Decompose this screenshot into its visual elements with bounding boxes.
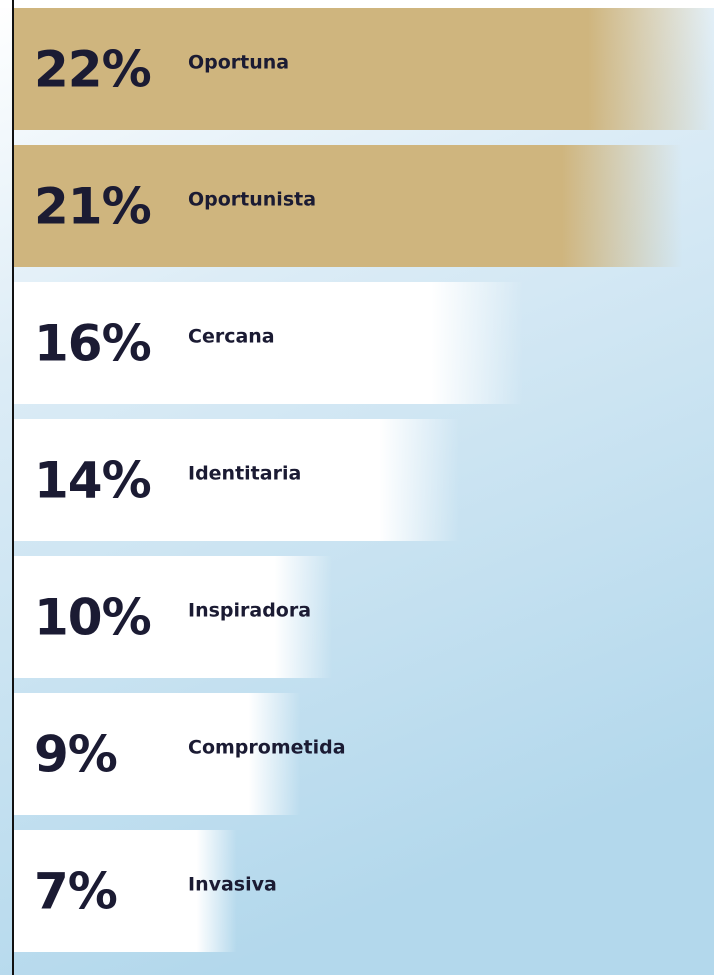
bar	[14, 693, 301, 815]
category-label: Comprometida	[188, 737, 346, 759]
bar	[14, 830, 237, 952]
bar	[14, 8, 714, 130]
bar	[14, 556, 333, 678]
value-label: 22%	[34, 41, 151, 99]
category-label: Inspiradora	[188, 600, 311, 622]
category-label: Identitaria	[188, 463, 301, 485]
value-label: 21%	[34, 178, 151, 236]
category-label: Invasiva	[188, 874, 277, 896]
bar	[14, 145, 683, 267]
category-label: Oportunista	[188, 189, 316, 211]
value-label: 10%	[34, 589, 151, 647]
value-label: 16%	[34, 315, 151, 373]
value-label: 14%	[34, 452, 151, 510]
category-label: Oportuna	[188, 52, 289, 74]
bar	[14, 419, 460, 541]
category-label: Cercana	[188, 326, 275, 348]
bar	[14, 282, 524, 404]
value-label: 9%	[34, 726, 117, 784]
top-strip	[0, 0, 714, 8]
value-label: 7%	[34, 863, 117, 921]
